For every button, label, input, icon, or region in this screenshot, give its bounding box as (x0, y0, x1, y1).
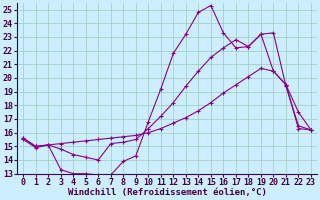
X-axis label: Windchill (Refroidissement éolien,°C): Windchill (Refroidissement éolien,°C) (68, 188, 267, 197)
